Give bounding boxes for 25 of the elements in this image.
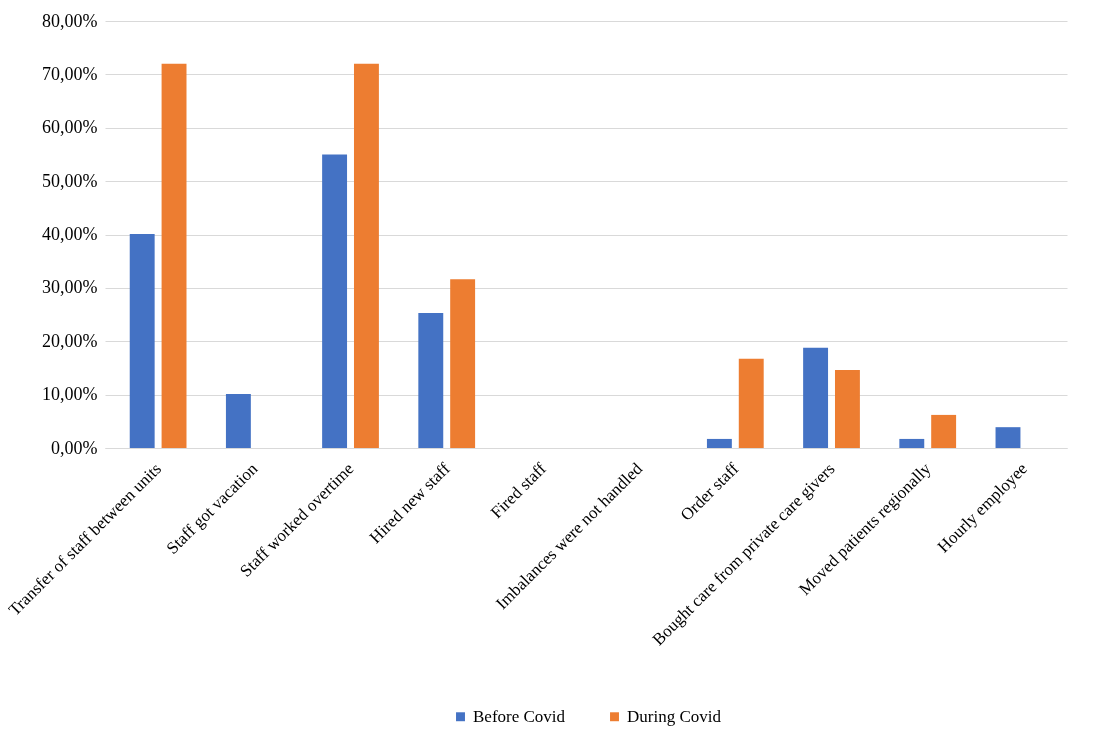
bar [931,414,957,448]
y-tick-label: 0,00% [51,437,98,458]
legend-label: During Covid [627,706,722,726]
bar [161,63,187,448]
y-tick-label: 10,00% [42,384,98,405]
bar [129,233,155,448]
legend-label: Before Covid [473,706,566,726]
y-tick-label: 30,00% [42,277,98,298]
bar [353,63,379,448]
bar [706,438,732,448]
bar [899,438,925,448]
bar [322,154,348,448]
y-tick-label: 50,00% [42,170,98,191]
y-tick-label: 20,00% [42,330,98,351]
bar [995,427,1021,448]
bar [450,279,476,448]
bar [834,370,860,448]
y-tick-label: 40,00% [42,224,98,244]
bar [225,394,251,448]
bar [803,347,829,448]
y-tick-label: 60,00% [42,117,98,138]
bar [418,312,444,448]
bar [738,358,764,448]
y-tick-label: 70,00% [42,63,98,84]
y-tick-label: 80,00% [42,10,98,31]
